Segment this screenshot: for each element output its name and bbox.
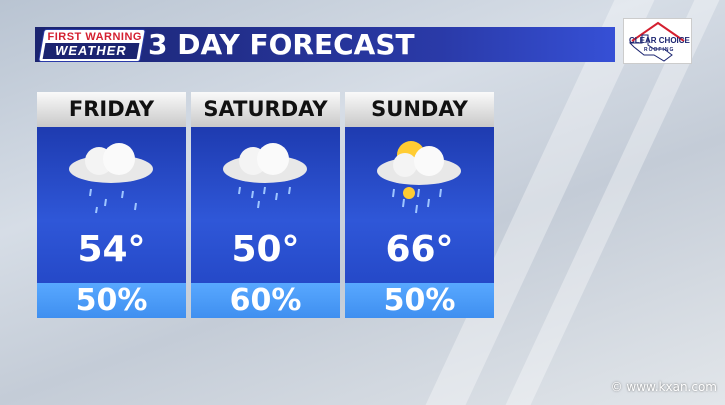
day-name: SATURDAY (191, 92, 340, 127)
forecast-card-friday: FRIDAY 54° 50% (37, 92, 186, 318)
sponsor-logo: CLEAR CHOICE ROOFING (623, 18, 692, 64)
precip-chance: 60% (191, 283, 340, 318)
temperature: 50° (231, 229, 300, 270)
day-name: SUNDAY (345, 92, 494, 127)
day-name: FRIDAY (37, 92, 186, 127)
precip-chance: 50% (345, 283, 494, 318)
house-texas-icon (628, 21, 685, 62)
first-warning-weather-logo: FIRST WARNING WEATHER (38, 29, 146, 62)
rain-cloud-icon (69, 143, 153, 214)
title-bar: FIRST WARNING WEATHER 3 DAY FORECAST (35, 27, 615, 62)
forecast-card-saturday: SATURDAY 50° 60% (191, 92, 340, 318)
website-credit: © www.kxan.com (610, 380, 717, 394)
page-title: 3 DAY FORECAST (148, 28, 415, 61)
temperature: 66° (385, 229, 454, 270)
sun-cloud-rain-icon (377, 141, 461, 214)
rain-cloud-icon (223, 143, 307, 209)
temperature: 54° (77, 229, 146, 270)
precip-chance: 50% (37, 283, 186, 318)
forecast-card-sunday: SUNDAY 66° 50% (345, 92, 494, 318)
